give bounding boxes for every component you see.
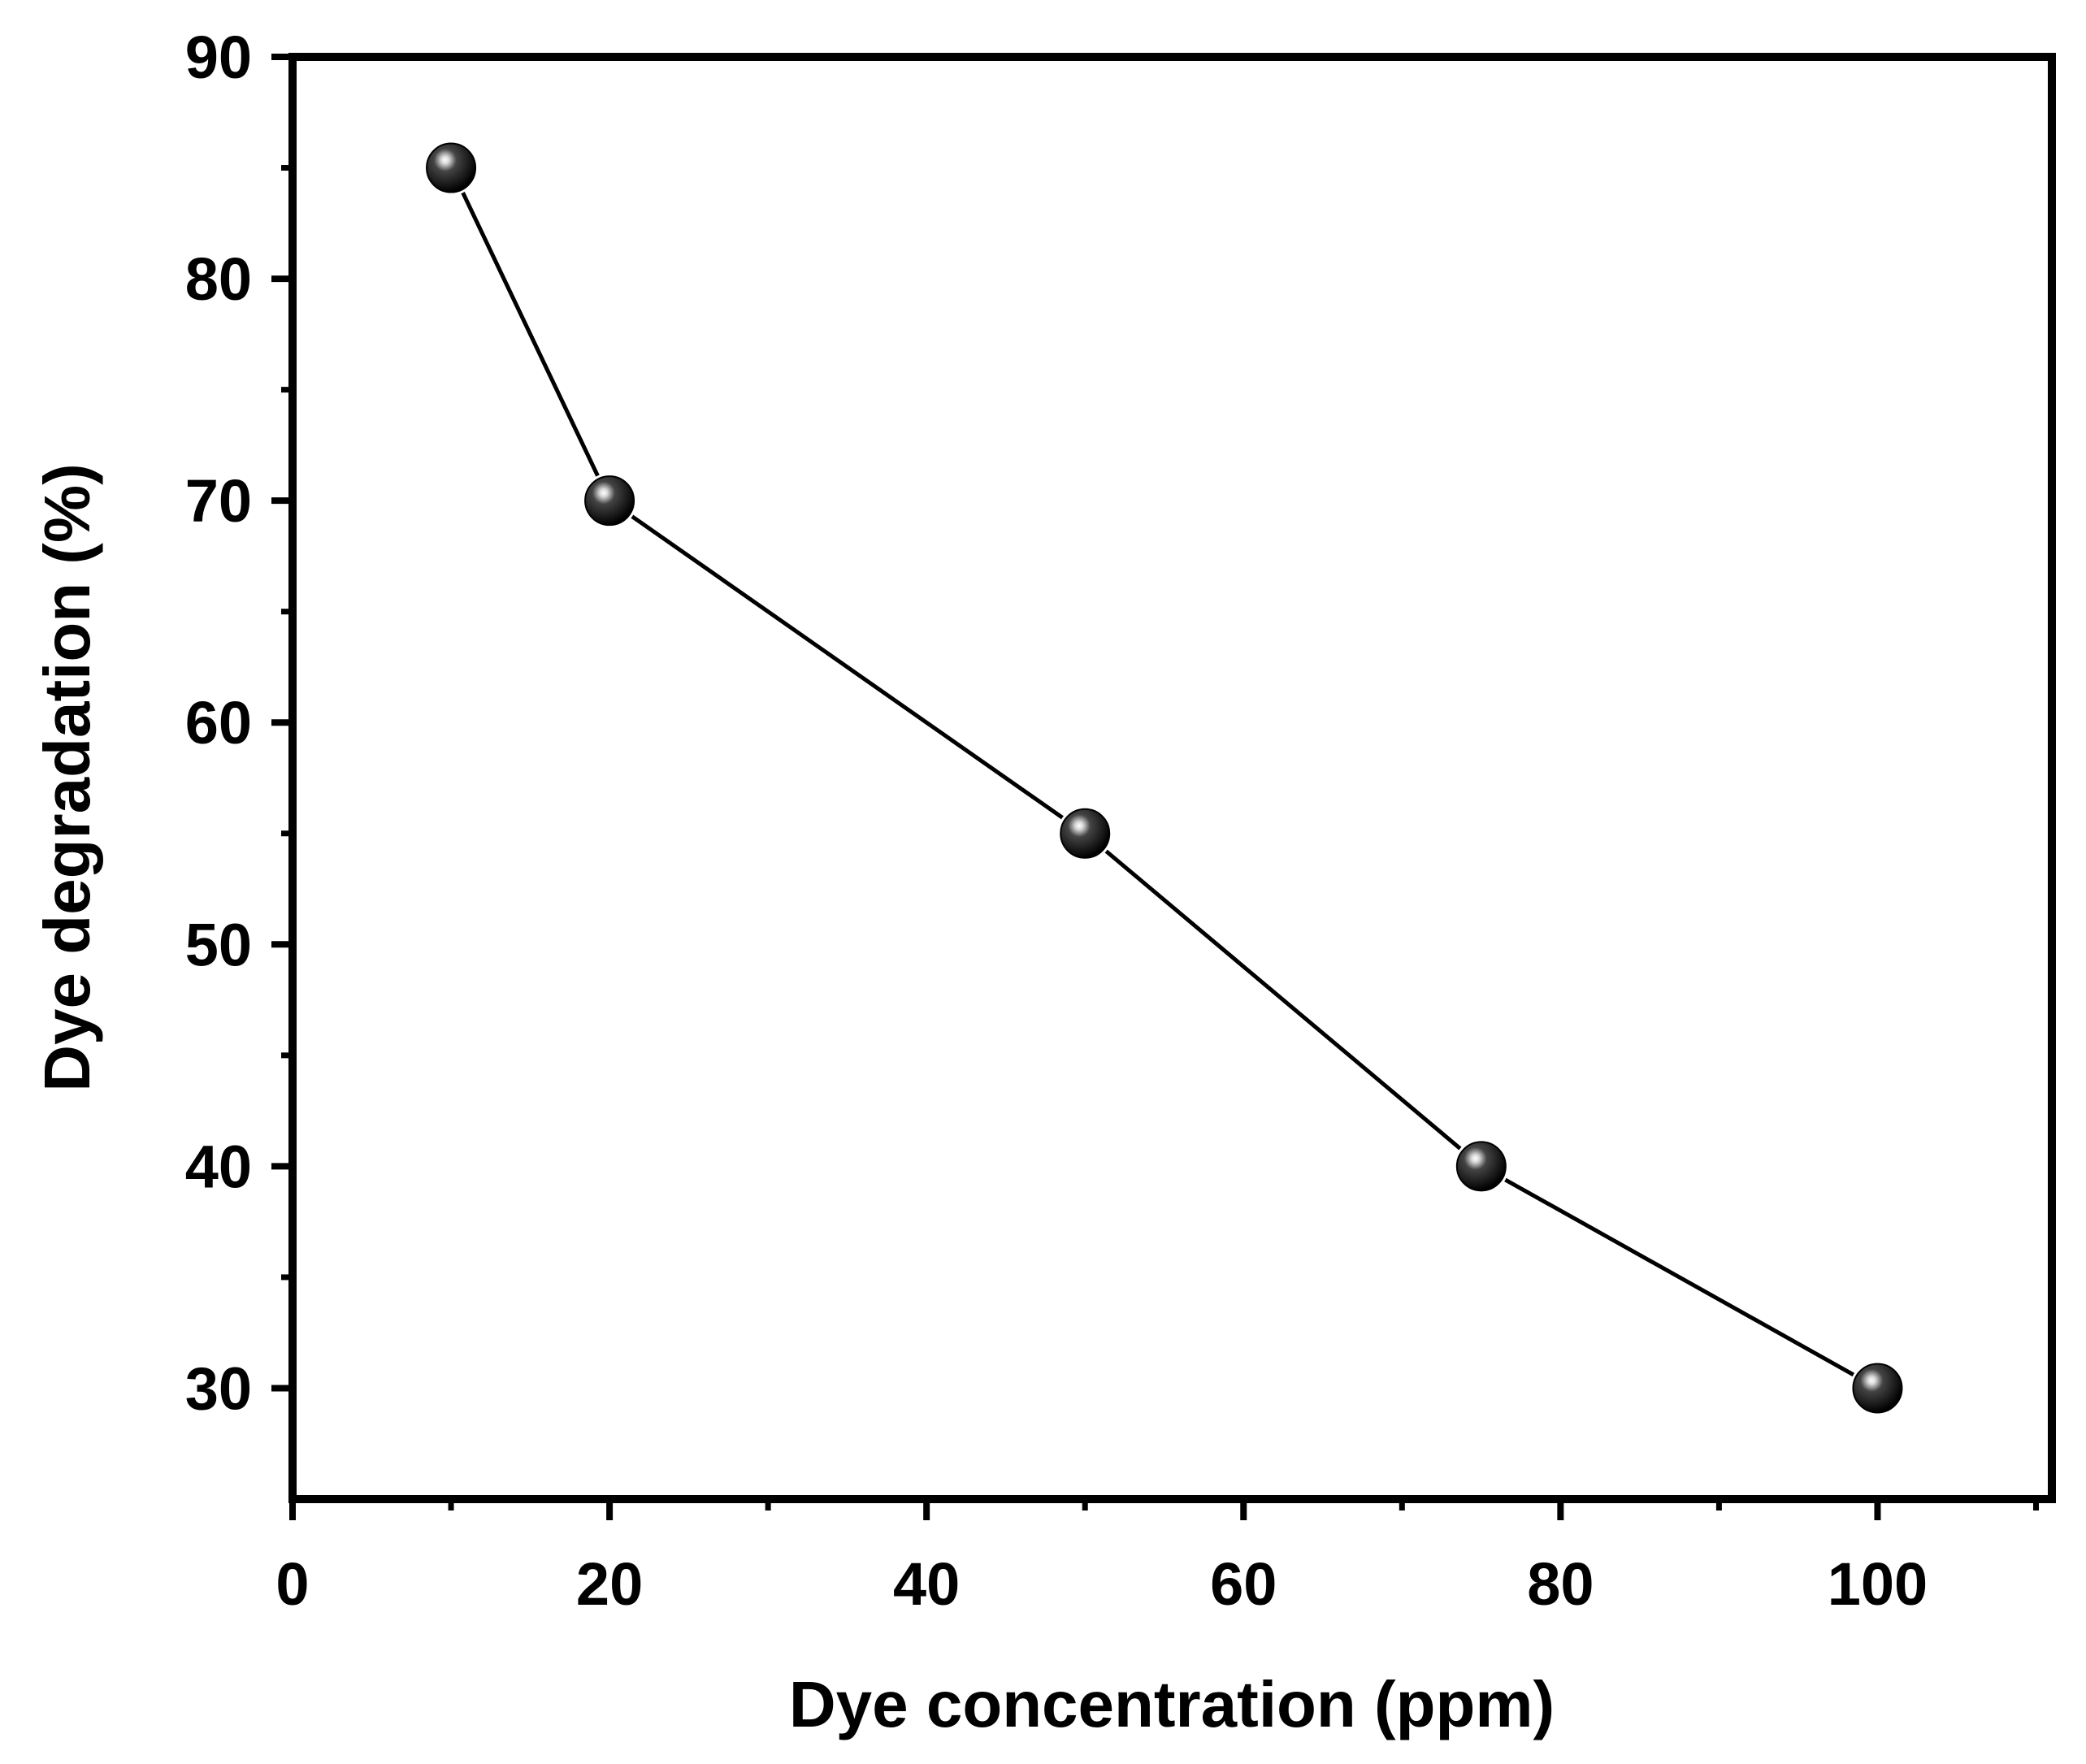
y-minor-ticks (281, 165, 293, 1281)
y-axis-ticks (271, 54, 293, 1392)
y-tick-label: 80 (185, 245, 252, 313)
x-tick-label: 40 (893, 1550, 960, 1618)
data-point (584, 475, 635, 527)
y-axis-tick-labels: 30 40 50 60 70 80 90 (185, 24, 252, 1422)
x-tick-label: 0 (275, 1550, 309, 1618)
x-tick-label: 20 (576, 1550, 643, 1618)
x-tick-label: 80 (1527, 1550, 1594, 1618)
y-tick-label: 50 (185, 911, 252, 978)
y-tick-label: 30 (185, 1354, 252, 1422)
data-point (1060, 808, 1111, 859)
x-minor-ticks (448, 1499, 2039, 1510)
data-point (1852, 1363, 1903, 1414)
x-tick-label: 60 (1210, 1550, 1277, 1618)
plot-frame (288, 53, 2056, 1503)
x-tick-label: 100 (1828, 1550, 1928, 1618)
y-tick-label: 60 (185, 689, 252, 756)
data-point (426, 142, 477, 193)
x-axis-title: Dye concentration (ppm) (789, 1668, 1555, 1740)
y-tick-label: 90 (185, 24, 252, 91)
y-tick-label: 70 (185, 467, 252, 535)
data-point (1455, 1141, 1507, 1192)
y-tick-label: 40 (185, 1133, 252, 1200)
data-markers (423, 140, 1906, 1416)
x-axis-tick-labels: 0 20 40 60 80 100 (275, 1550, 1928, 1618)
y-axis-title: Dye degradation (%) (31, 463, 103, 1091)
x-axis-ticks (289, 1499, 1881, 1520)
